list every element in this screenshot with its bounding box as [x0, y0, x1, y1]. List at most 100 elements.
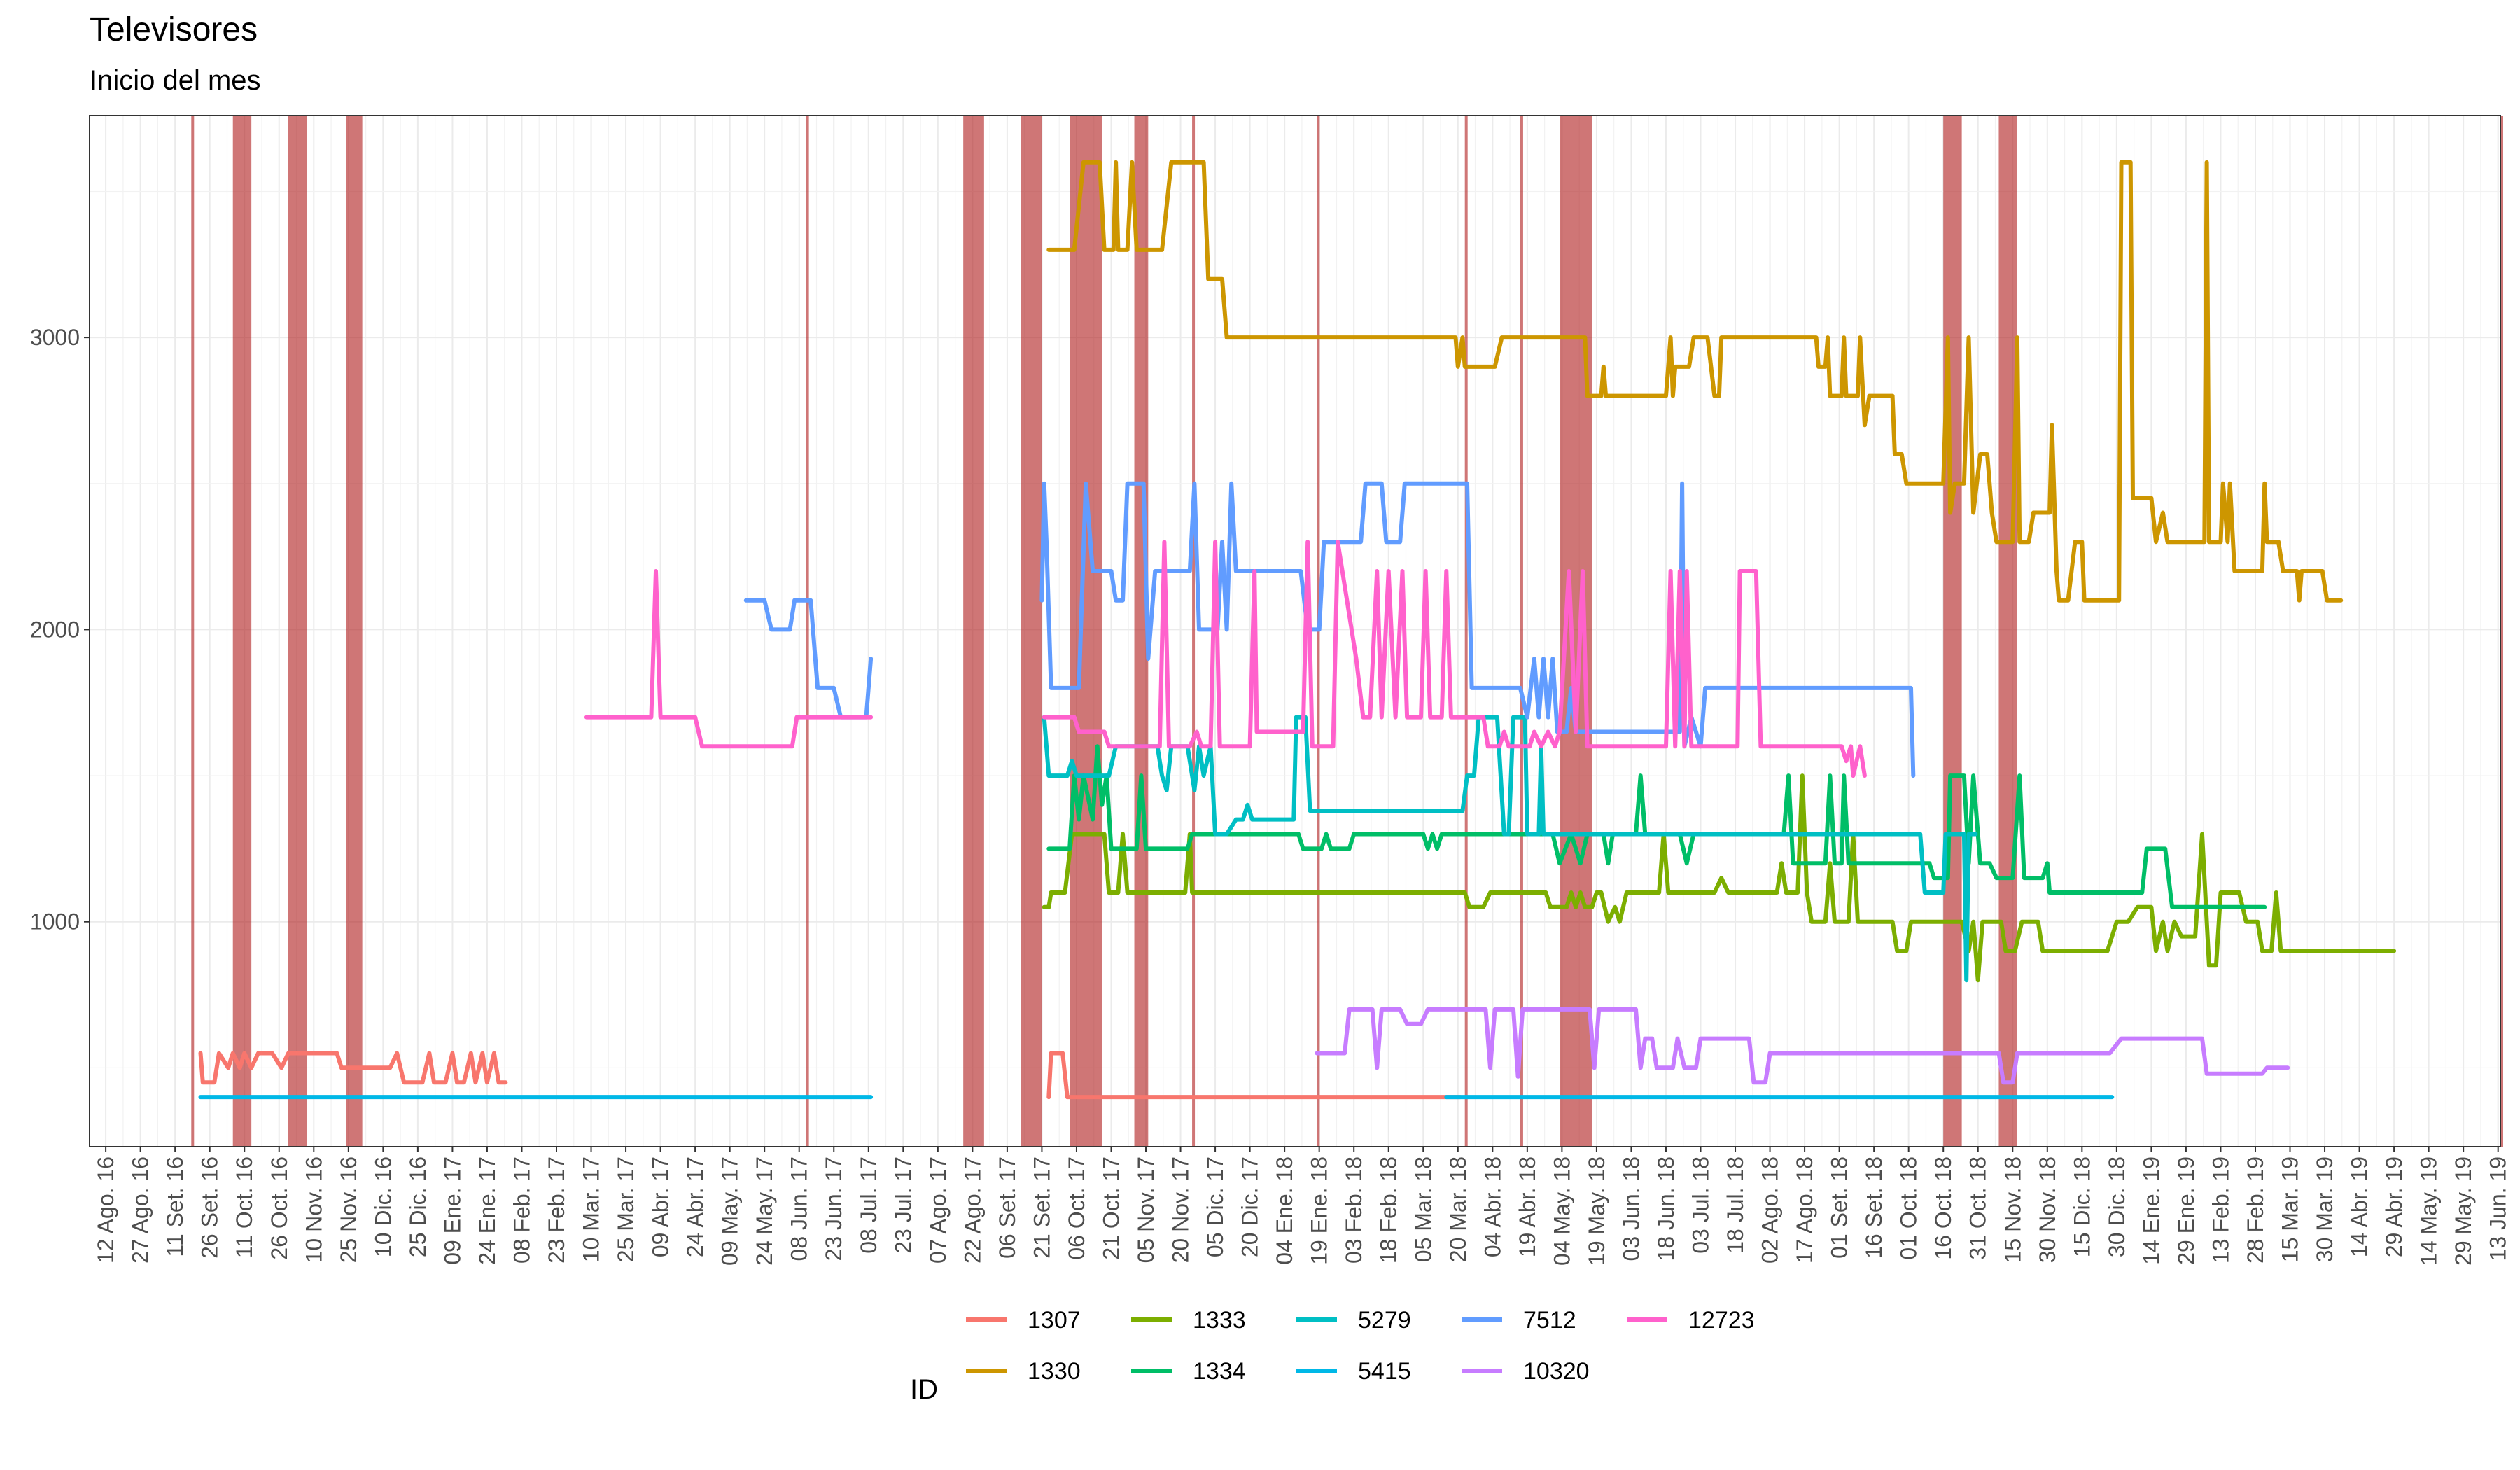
x-tick-label: 24 Ene. 17	[475, 1156, 500, 1265]
x-tick-label: 15 Mar. 19	[2278, 1156, 2303, 1262]
x-tick-label: 08 Jul. 17	[856, 1156, 881, 1254]
x-tick-label: 03 Jul. 18	[1688, 1156, 1714, 1254]
x-tick-label: 30 Dic. 18	[2104, 1156, 2129, 1257]
highlight-band	[1134, 115, 1149, 1147]
x-tick-label: 05 Mar. 18	[1410, 1156, 1436, 1262]
y-axis: 1000 2000 3000	[30, 325, 90, 934]
grid-lines	[90, 115, 2500, 1147]
x-tick-label: 30 Mar. 19	[2312, 1156, 2337, 1262]
x-tick-label: 31 Oct. 18	[1966, 1156, 1991, 1260]
x-tick-label: 23 Jul. 17	[890, 1156, 916, 1254]
x-tick-label: 21 Oct. 17	[1098, 1156, 1124, 1260]
legend-label-7512: 7512	[1523, 1307, 1576, 1334]
highlight-band	[191, 115, 195, 1147]
x-tick-label: 23 Feb. 17	[544, 1156, 569, 1264]
chart-title: Televisores	[90, 11, 258, 48]
x-tick-label: 19 Ene. 18	[1307, 1156, 1332, 1265]
highlight-band	[1070, 115, 1102, 1147]
legend: ID 1307 1330 1333 1334 5279 5415 7512 10320 1272…	[910, 1307, 1755, 1405]
x-tick-label: 11 Oct. 16	[232, 1156, 257, 1258]
x-tick-label: 29 Ene. 19	[2174, 1156, 2199, 1265]
x-tick-label: 26 Oct. 16	[267, 1156, 292, 1260]
highlight-band	[232, 115, 252, 1147]
x-tick-label: 25 Nov. 16	[336, 1156, 361, 1263]
highlight-band	[1464, 115, 1468, 1147]
x-tick-label: 12 Ago. 16	[93, 1156, 118, 1264]
x-tick-label: 28 Feb. 19	[2243, 1156, 2268, 1264]
x-tick-label: 14 Ene. 19	[2138, 1156, 2164, 1265]
x-tick-label: 03 Jun. 18	[1618, 1156, 1644, 1261]
y-tick-label: 1000	[30, 909, 80, 934]
x-tick-label: 13 Jun. 19	[2486, 1156, 2511, 1261]
series-line-1330	[1046, 160, 2344, 603]
highlight-band	[1943, 115, 1962, 1147]
legend-label-12723: 12723	[1688, 1307, 1755, 1334]
x-tick-label: 07 Ago. 17	[925, 1156, 951, 1264]
legend-label-5279: 5279	[1358, 1307, 1411, 1334]
legend-title: ID	[910, 1374, 938, 1405]
y-tick-label: 3000	[30, 325, 80, 350]
x-tick-label: 04 Abr. 18	[1480, 1156, 1505, 1257]
x-tick-label: 02 Ago. 18	[1758, 1156, 1783, 1264]
x-axis: 12 Ago. 16 27 Ago. 16 11 Set. 16 26 Set. 16…	[93, 1147, 2511, 1266]
x-tick-label: 17 Ago. 18	[1792, 1156, 1817, 1264]
x-tick-label: 21 Set. 17	[1029, 1156, 1054, 1259]
x-tick-label: 03 Feb. 18	[1341, 1156, 1366, 1264]
x-tick-label: 09 May. 17	[718, 1156, 743, 1266]
series-line-12723	[584, 540, 1867, 778]
highlight-band	[1998, 115, 2017, 1147]
chart-subtitle: Inicio del mes	[90, 65, 261, 96]
x-tick-label: 25 Dic. 16	[405, 1156, 430, 1257]
plot-border	[89, 115, 2501, 1147]
legend-label-1307: 1307	[1028, 1307, 1081, 1334]
x-tick-label: 10 Nov. 16	[301, 1156, 326, 1263]
x-tick-label: 13 Feb. 19	[2208, 1156, 2233, 1264]
x-tick-label: 06 Set. 17	[995, 1156, 1020, 1259]
x-tick-label: 19 Abr. 18	[1515, 1156, 1540, 1257]
highlight-band	[1021, 115, 1042, 1147]
legend-label-10320: 10320	[1523, 1358, 1590, 1385]
x-tick-label: 24 May. 17	[752, 1156, 777, 1266]
x-tick-label: 24 Abr. 17	[682, 1156, 708, 1257]
x-tick-label: 01 Oct. 18	[1896, 1156, 1921, 1260]
series-line-10320	[1315, 1007, 2290, 1085]
x-tick-label: 29 May. 19	[2451, 1156, 2476, 1266]
x-tick-label: 09 Abr. 17	[648, 1156, 673, 1257]
x-tick-label: 25 Mar. 17	[613, 1156, 638, 1262]
x-tick-label: 09 Ene. 17	[440, 1156, 465, 1265]
x-tick-label: 19 May. 18	[1584, 1156, 1609, 1266]
x-tick-label: 22 Ago. 17	[960, 1156, 985, 1264]
x-tick-label: 27 Ago. 16	[128, 1156, 153, 1264]
x-tick-label: 23 Jun. 17	[821, 1156, 846, 1261]
x-tick-label: 10 Dic. 16	[370, 1156, 396, 1257]
x-tick-label: 16 Set. 18	[1861, 1156, 1886, 1259]
highlight-bands	[191, 115, 2503, 1147]
x-tick-label: 18 Jul. 18	[1723, 1156, 1748, 1254]
x-tick-label: 08 Feb. 17	[509, 1156, 534, 1264]
x-tick-label: 05 Nov. 17	[1133, 1156, 1158, 1263]
x-tick-label: 04 May. 18	[1549, 1156, 1574, 1266]
x-tick-label: 18 Jun. 18	[1653, 1156, 1679, 1261]
x-tick-label: 14 Abr. 19	[2347, 1156, 2372, 1257]
x-tick-label: 20 Nov. 17	[1168, 1156, 1194, 1263]
x-tick-label: 08 Jun. 17	[787, 1156, 812, 1261]
y-tick-label: 2000	[30, 617, 80, 642]
x-tick-label: 11 Set. 16	[162, 1156, 188, 1257]
highlight-band	[346, 115, 363, 1147]
highlight-band	[1520, 115, 1523, 1147]
series-line-1307	[198, 1051, 1463, 1100]
x-tick-label: 30 Nov. 18	[2035, 1156, 2060, 1263]
x-tick-label: 18 Feb. 18	[1376, 1156, 1401, 1264]
x-tick-label: 05 Dic. 17	[1203, 1156, 1228, 1257]
x-tick-label: 04 Ene. 18	[1272, 1156, 1297, 1265]
legend-label-1334: 1334	[1193, 1358, 1246, 1385]
highlight-band	[1192, 115, 1196, 1147]
x-tick-label: 20 Mar. 18	[1446, 1156, 1471, 1262]
legend-label-1333: 1333	[1193, 1307, 1246, 1334]
x-tick-label: 15 Nov. 18	[2000, 1156, 2025, 1263]
x-tick-label: 14 May. 19	[2416, 1156, 2442, 1266]
legend-label-1330: 1330	[1028, 1358, 1081, 1385]
x-tick-label: 15 Dic. 18	[2069, 1156, 2094, 1257]
x-tick-label: 01 Set. 18	[1827, 1156, 1852, 1259]
